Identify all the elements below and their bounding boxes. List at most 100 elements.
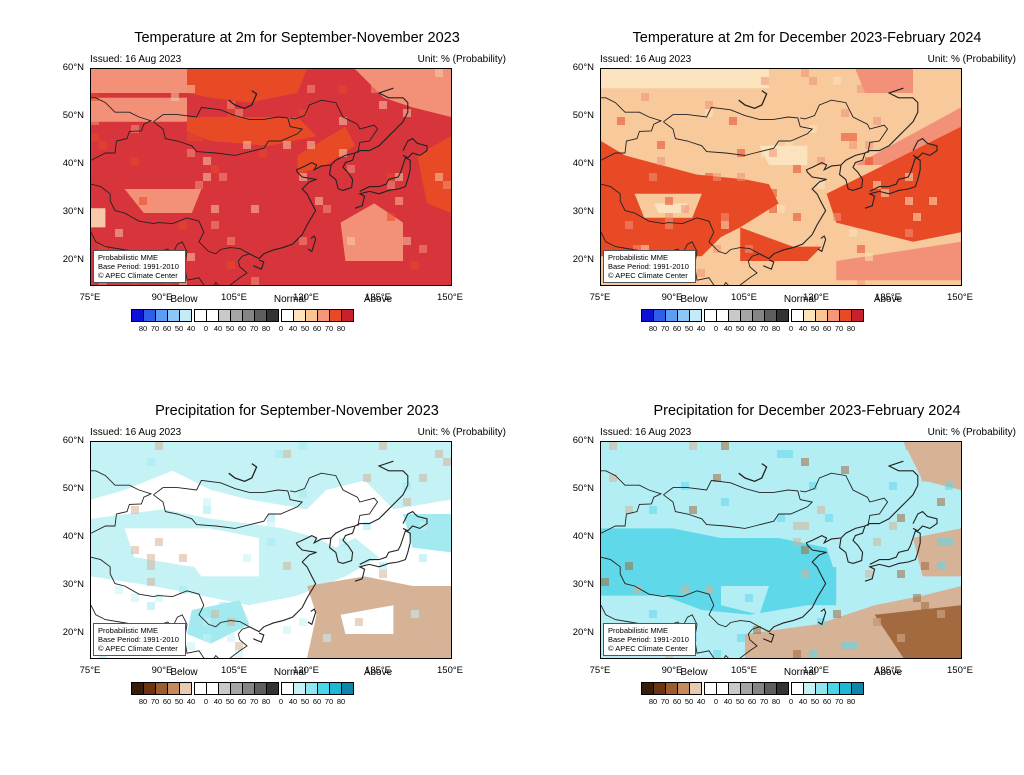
region-north-west <box>91 69 187 93</box>
grid-cell <box>379 442 387 450</box>
legend-value: 80 <box>138 697 148 706</box>
unit-label: Unit: % (Probability) <box>417 427 506 438</box>
coastline-korea <box>328 525 356 565</box>
legend-value: 0 <box>713 324 719 333</box>
grid-cell <box>147 554 155 562</box>
grid-cell <box>841 133 849 141</box>
grid-cell <box>251 277 259 285</box>
grid-cell <box>833 213 841 221</box>
region-tibet-core <box>653 203 688 213</box>
lon-tick-label: 90°E <box>151 665 173 676</box>
grid-cell <box>211 610 219 618</box>
legend-swatch <box>341 309 354 322</box>
lon-tick-label: 150°E <box>947 292 973 303</box>
region-kamchatka-dry <box>903 442 961 490</box>
grid-cell <box>379 570 387 578</box>
grid-cell <box>801 586 809 594</box>
grid-cell <box>929 197 937 205</box>
lon-tick-label: 105°E <box>221 292 247 303</box>
grid-cell <box>211 221 219 229</box>
region-kamchatka <box>355 69 451 117</box>
grid-cell <box>411 610 419 618</box>
legend-value: 40 <box>723 697 733 706</box>
legend-value: 40 <box>696 324 706 333</box>
lon-tick-label: 135°E <box>875 665 901 676</box>
legend-above-label: Above <box>873 667 903 678</box>
lat-tick-label: 20°N <box>572 627 594 638</box>
grid-cell <box>697 269 705 277</box>
grid-cell <box>849 133 857 141</box>
region-pacific-east <box>417 136 451 213</box>
legend-value: 60 <box>672 697 682 706</box>
grid-cell <box>235 650 243 658</box>
issued-date: Issued: 16 Aug 2023 <box>90 54 182 65</box>
legend-swatches <box>131 309 354 322</box>
grid-cell <box>865 85 873 93</box>
legend-swatches <box>641 682 864 695</box>
lon-tick-label: 75°E <box>79 292 101 303</box>
grid-cell <box>713 594 721 602</box>
grid-cell <box>227 634 235 642</box>
grid-cell <box>195 133 203 141</box>
grid-cell <box>147 578 155 586</box>
legend-value: 50 <box>300 697 310 706</box>
coastline-taiwan <box>307 608 317 626</box>
credit-line-3: © APEC Climate Center <box>98 644 178 653</box>
coastline-east-asia <box>249 87 409 260</box>
legend-value: 50 <box>225 324 235 333</box>
grid-cell <box>171 93 179 101</box>
grid-cell <box>681 586 689 594</box>
legend-value: 60 <box>672 324 682 333</box>
legend-value: 0 <box>788 324 794 333</box>
issued-date: Issued: 16 Aug 2023 <box>600 427 692 438</box>
grid-cell <box>443 458 451 466</box>
legend-value: 80 <box>846 697 856 706</box>
panel-title: Temperature at 2m for September-November… <box>134 30 460 46</box>
lat-tick-label: 30°N <box>572 579 594 590</box>
lat-tick-label: 60°N <box>62 62 84 73</box>
region-pacific-white <box>340 605 394 634</box>
grid-cell <box>729 77 737 85</box>
lat-tick-label: 60°N <box>62 435 84 446</box>
grid-cell <box>227 261 235 269</box>
grid-cell <box>187 642 195 650</box>
grid-cell <box>115 586 123 594</box>
border-mongolia <box>663 479 814 529</box>
legend-value: 40 <box>288 324 298 333</box>
lat-tick-label: 40°N <box>62 531 84 542</box>
legend-below-label: Below <box>170 667 198 678</box>
lat-tick-label: 50°N <box>62 483 84 494</box>
legend-swatches <box>641 309 864 322</box>
coastline-honshu <box>864 157 921 209</box>
legend-value: 80 <box>846 324 856 333</box>
lat-tick-label: 40°N <box>62 158 84 169</box>
grid-cell <box>299 490 307 498</box>
grid-cell <box>665 213 673 221</box>
credit-line-1: Probabilistic MME <box>608 253 669 262</box>
legend-below-label: Below <box>680 667 708 678</box>
legend-value: 0 <box>203 697 209 706</box>
coastline-indochina <box>682 241 760 285</box>
legend-value: 70 <box>324 697 334 706</box>
lat-tick-label: 40°N <box>572 158 594 169</box>
forecast-map: Probabilistic MME Base Period: 1991-2010… <box>600 441 962 659</box>
grid-cell <box>601 578 609 586</box>
coastline-hokkaido <box>912 137 938 159</box>
grid-cell <box>649 173 657 181</box>
legend-above-label: Above <box>873 294 903 305</box>
credit-box: Probabilistic MME Base Period: 1991-2010… <box>93 623 186 656</box>
grid-cell <box>625 586 633 594</box>
legend-value: 40 <box>186 697 196 706</box>
border-kazakhstan <box>601 97 663 161</box>
grid-cell <box>387 213 395 221</box>
lon-tick-label: 135°E <box>365 665 391 676</box>
grid-cell <box>889 522 897 530</box>
grid-cell <box>777 514 785 522</box>
lat-tick-label: 60°N <box>572 62 594 73</box>
grid-cell <box>219 602 227 610</box>
grid-cell <box>323 205 331 213</box>
grid-cell <box>937 562 945 570</box>
grid-cell <box>403 237 411 245</box>
grid-cell <box>227 442 235 450</box>
legend-value: 70 <box>324 324 334 333</box>
